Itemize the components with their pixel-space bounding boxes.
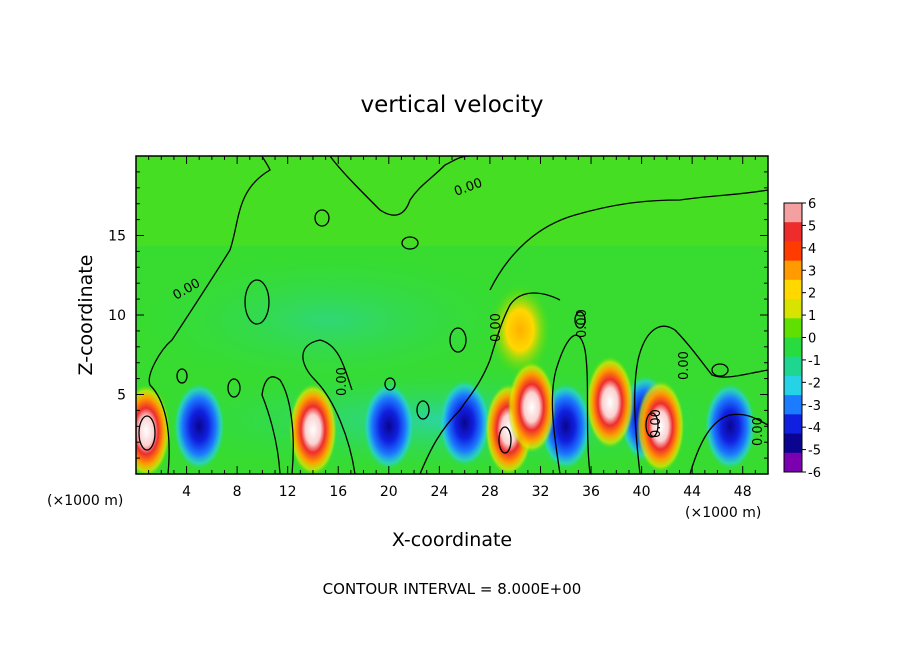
downdraft-cell-2	[362, 382, 415, 471]
colorbar-band-1	[784, 203, 802, 223]
colorbar-label-8: -1	[808, 354, 821, 369]
contour-top-band	[489, 189, 768, 291]
colorbar-label-1: 6	[808, 197, 816, 212]
contour-label-7: 0.00	[751, 417, 766, 446]
contour-island-12	[498, 426, 512, 454]
mid-level-cyan-patch	[136, 250, 530, 390]
downdraft-cell-6	[704, 382, 757, 471]
contour-island-9	[574, 311, 586, 329]
upper-field-tint	[136, 156, 768, 246]
contour-label-8: 0.00	[649, 409, 664, 438]
updraft-cell-2	[288, 383, 337, 474]
x-axis-title: X-coordinate	[392, 529, 512, 551]
contour-island-3	[401, 236, 419, 250]
colorbar-band-3	[784, 241, 802, 262]
x-tick-label-4: 4	[182, 484, 191, 500]
contour-island-11	[138, 415, 156, 451]
contour-island-2	[314, 209, 330, 227]
y-tick-label-15: 15	[108, 229, 126, 245]
colorbar-label-12: -5	[808, 444, 821, 459]
colorbar-band-9	[784, 356, 802, 377]
y-tick-label-10: 10	[108, 308, 126, 324]
x-unit-left: (×1000 m)	[47, 493, 123, 509]
colorbar-label-2: 5	[808, 219, 816, 234]
contour-label-3: 0.00	[335, 367, 350, 396]
colorbar: 6 5 4 3 2 1 0 -1 -2 -3 -4 -5 -6	[783, 197, 821, 481]
colorbar-band-10	[784, 375, 802, 396]
contour-island-10	[711, 363, 729, 377]
updraft-cell-4	[507, 361, 556, 454]
colorbar-band-11	[784, 395, 802, 415]
colorbar-band-2	[784, 222, 802, 242]
colorbar-label-5: 2	[808, 287, 816, 302]
x-tick-label-44: 44	[683, 484, 701, 500]
colorbar-label-6: 1	[808, 309, 816, 324]
contour-island-4	[176, 368, 188, 384]
colorbar-label-7: 0	[808, 332, 816, 347]
contour-label-5: 0.00	[575, 309, 590, 338]
updraft-cell-5	[586, 356, 634, 449]
colorbar-band-6	[784, 299, 802, 319]
colorbar-band-13	[784, 433, 802, 454]
x-tick-label-8: 8	[233, 484, 242, 500]
colorbar-label-3: 4	[808, 242, 816, 257]
x-tick-label-20: 20	[380, 484, 398, 500]
y-axis-title: Z-coordinate	[75, 255, 97, 376]
colorbar-band-14	[784, 452, 802, 473]
colorbar-label-9: -2	[808, 376, 821, 391]
contour-right-upper	[634, 325, 768, 474]
x-tick-label-36: 36	[582, 484, 600, 500]
contour-interval-note: CONTOUR INTERVAL = 8.000E+00	[323, 580, 582, 598]
zero-contours	[138, 156, 768, 474]
contour-right-center	[551, 334, 591, 474]
x-tick-label-48: 48	[734, 484, 752, 500]
x-tick-label-28: 28	[481, 484, 499, 500]
upper-yellow-patch	[490, 285, 550, 375]
updraft-cell-1	[136, 385, 171, 474]
colorbar-band-5	[784, 279, 802, 300]
contour-center-left	[302, 339, 356, 474]
contour-left-column	[148, 156, 271, 474]
colorbar-band-12	[784, 414, 802, 435]
x-tick-label-40: 40	[633, 484, 651, 500]
updraft-cells	[136, 356, 685, 474]
contour-island-6	[384, 377, 396, 391]
downdraft-cell-3	[438, 379, 491, 468]
colorbar-label-11: -4	[808, 421, 821, 436]
contour-center	[419, 292, 561, 474]
contour-lower-right	[689, 413, 768, 474]
updraft-cell-6	[636, 380, 685, 473]
contour-left-inner	[261, 376, 294, 474]
x-axis: 4 8 12 16 20 24 28 32 36 40 44 48	[148, 156, 756, 500]
contour-island-5	[227, 378, 241, 398]
y-tick-label-5: 5	[117, 388, 126, 404]
chart-title: vertical velocity	[361, 92, 544, 118]
x-unit-right: (×1000 m)	[685, 505, 761, 521]
colorbar-band-4	[784, 260, 802, 281]
colorbar-label-10: -3	[808, 399, 821, 414]
contour-label-6: 0.00	[677, 351, 692, 380]
y-axis: 5 10 15	[108, 171, 768, 459]
downdraft-cell-1	[173, 382, 226, 471]
x-tick-label-12: 12	[279, 484, 297, 500]
x-tick-label-32: 32	[532, 484, 550, 500]
colorbar-label-4: 3	[808, 264, 816, 279]
x-tick-label-24: 24	[430, 484, 448, 500]
colorbar-label-13: -6	[808, 466, 821, 481]
contour-label-4: 0.00	[489, 313, 504, 342]
colorbar-band-8	[784, 337, 802, 358]
heatmap-field	[136, 156, 768, 474]
contour-island-7	[416, 400, 430, 420]
contour-island-13	[645, 412, 659, 438]
x-tick-label-16: 16	[329, 484, 347, 500]
contour-top-left	[329, 156, 471, 216]
colorbar-band-7	[784, 318, 802, 338]
contour-island-8	[449, 327, 467, 353]
contour-island-1	[244, 279, 270, 325]
